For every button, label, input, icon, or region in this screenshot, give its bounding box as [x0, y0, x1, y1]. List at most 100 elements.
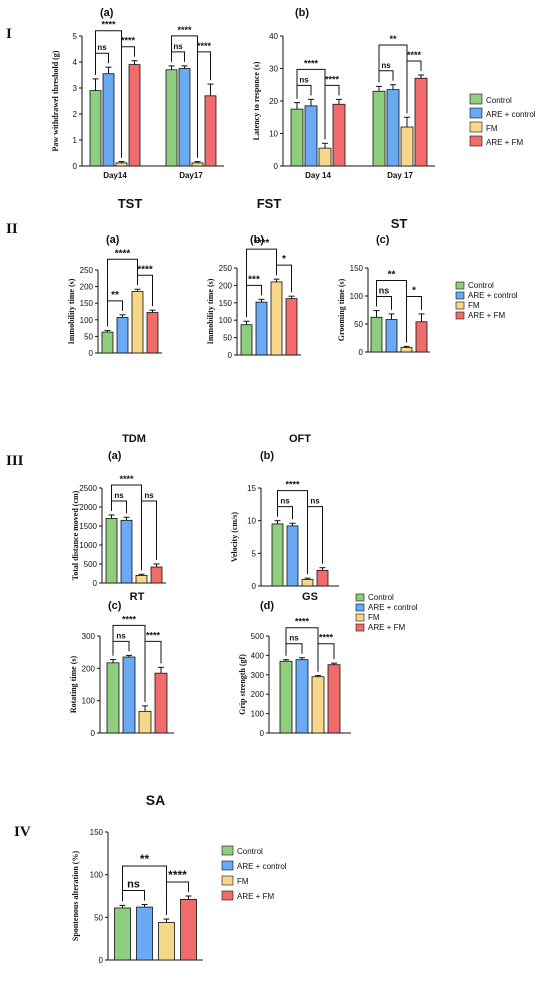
chart-ii-a: TST (a) 0 50 100 150 200 250 Immobility time (s)…: [67, 196, 162, 358]
significance-bracket: [166, 881, 189, 916]
y-tick-label: 250: [80, 266, 94, 275]
y-tick-label: 0: [89, 349, 94, 358]
significance-bracket: [317, 643, 335, 672]
bar-are-fm: [150, 566, 163, 584]
chart-title: TDM: [122, 433, 146, 445]
significance-bracket: [144, 640, 162, 702]
y-tick-label: 100: [251, 710, 265, 719]
panel-label: (a): [108, 450, 122, 462]
significance-label: ***: [248, 274, 260, 285]
significance-bracket: [122, 890, 145, 902]
legend-label-control: Control: [237, 847, 263, 856]
y-tick-label: 2500: [79, 484, 97, 493]
y-axis-label: Immobility time (s): [206, 278, 215, 344]
y-tick-label: 30: [269, 65, 278, 74]
legend-label-fm: FM: [237, 877, 249, 886]
chart-ii-b: FST (b) 0 50 100 150 200 250 Immobility time (s)…: [206, 196, 301, 360]
bar-are-fm-day-14: [332, 103, 346, 167]
y-tick-label: 100: [219, 316, 233, 325]
significance-label: ****: [115, 248, 131, 259]
bar-fm-day-14: [318, 147, 332, 167]
y-tick-label: 150: [90, 828, 104, 837]
y-tick-label: 40: [269, 32, 278, 41]
bar-fm: [135, 575, 148, 584]
y-tick-label: 300: [82, 632, 96, 641]
legend-swatch-are-control: [355, 603, 365, 612]
significance-bracket: [121, 46, 135, 158]
section-label-II: II: [6, 221, 18, 237]
legend-swatch-fm: [455, 301, 465, 310]
significance-bracket: [137, 274, 153, 307]
legend-label-are-control: ARE + control: [237, 862, 287, 871]
bar-are-fm: [154, 672, 168, 734]
y-tick-label: 0: [91, 729, 96, 738]
bar-control: [370, 316, 383, 353]
chart-iv: SA 0 50 100 150 Spontenous alteration (%) ** ns…: [71, 792, 203, 965]
bar-control-day-14: [290, 108, 304, 167]
panel-label: (a): [100, 7, 114, 19]
bar-control: [279, 660, 293, 734]
significance-bracket: [95, 52, 109, 75]
legend-label-control: Control: [368, 593, 394, 602]
significance-label: **: [111, 290, 119, 301]
y-tick-label: 0: [73, 162, 78, 171]
legend-label-are-fm: ARE + FM: [368, 623, 405, 632]
significance-bracket: [406, 296, 422, 343]
y-tick-label: 1: [73, 136, 78, 145]
bar-control-day17: [165, 69, 178, 167]
legend-label-fm: FM: [468, 301, 480, 310]
significance-label: *: [412, 286, 416, 297]
significance-label: ****: [319, 633, 334, 643]
significance-label: ****: [295, 617, 310, 627]
bar-are-fm: [316, 569, 329, 587]
y-tick-label: 50: [223, 334, 232, 343]
significance-bracket: [307, 506, 323, 575]
y-axis-label: Immobility time (s): [67, 278, 76, 344]
significance-label: ns: [280, 497, 290, 506]
y-tick-label: 1500: [79, 522, 97, 531]
significance-bracket: [296, 84, 312, 99]
significance-label: ****: [119, 474, 134, 484]
significance-label: **: [388, 270, 396, 281]
y-tick-label: 0: [359, 348, 364, 357]
section-label-III: III: [6, 453, 24, 469]
bar-are-fm: [146, 312, 159, 354]
significance-label: ****: [197, 41, 212, 51]
bar-fm: [270, 281, 283, 356]
y-tick-label: 10: [247, 517, 256, 526]
significance-bracket: [112, 640, 130, 656]
y-axis-label: Total distance moved (cm): [71, 490, 80, 580]
bar-control: [101, 331, 114, 354]
bar-fm-day14: [115, 162, 128, 167]
chart-title: FST: [257, 196, 282, 211]
significance-label: ns: [310, 497, 320, 506]
legend-swatch-are-control: [455, 291, 465, 300]
bar-fm: [138, 710, 152, 734]
x-category-label: Day 14: [305, 171, 331, 180]
legend-swatch-fm: [355, 613, 365, 622]
chart-i-a: (a) 0 1 2 3 4 5 Paw withdrawel threshold (g) Day…: [51, 7, 224, 180]
significance-label: ****: [122, 614, 137, 624]
legend-I: Control ARE + control FM ARE + FM: [469, 93, 536, 147]
legend-label-fm: FM: [368, 613, 380, 622]
bar-are-control: [136, 906, 153, 961]
y-axis-label: Rotating time (s): [69, 656, 78, 714]
y-tick-label: 150: [350, 264, 364, 273]
y-tick-label: 50: [354, 320, 363, 329]
legend-IV: Control ARE + control FM ARE + FM: [221, 845, 287, 901]
bar-control-day14: [89, 90, 102, 167]
y-tick-label: 50: [84, 332, 93, 341]
bar-are-control: [255, 301, 268, 356]
legend-label-are-fm: ARE + FM: [486, 138, 523, 147]
legend-swatch-control: [455, 281, 465, 290]
y-tick-label: 200: [219, 281, 233, 290]
legend-swatch-are-fm: [221, 890, 234, 901]
panel-label: (b): [295, 7, 309, 19]
bar-are-fm: [415, 321, 428, 353]
y-tick-label: 500: [84, 560, 98, 569]
legend-swatch-are-fm: [355, 623, 365, 632]
y-tick-label: 0: [252, 582, 257, 591]
y-tick-label: 100: [80, 316, 94, 325]
bar-are-control: [122, 656, 136, 734]
chart-title: SA: [146, 792, 165, 808]
